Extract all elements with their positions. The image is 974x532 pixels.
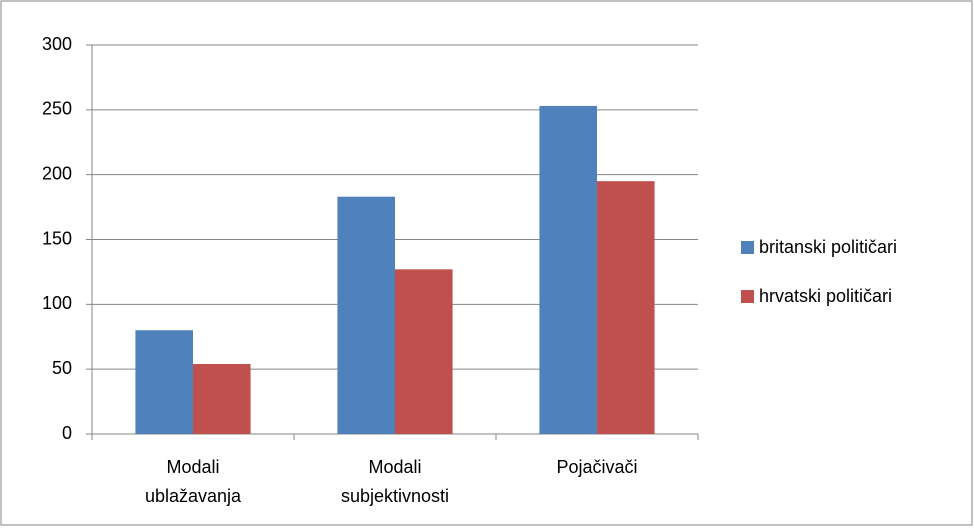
bar xyxy=(395,269,453,434)
y-tick-label: 150 xyxy=(42,228,72,248)
legend-swatch xyxy=(741,241,754,254)
bar xyxy=(337,196,395,434)
x-tick-label: Modali subjektivnosti xyxy=(341,457,449,506)
y-tick-label: 250 xyxy=(42,99,72,119)
bar xyxy=(539,105,597,435)
legend-swatch xyxy=(741,290,754,303)
bar xyxy=(135,330,193,434)
y-tick-label: 50 xyxy=(52,358,72,378)
bar xyxy=(597,181,655,434)
x-tick-label: Pojačivači xyxy=(556,457,637,477)
x-tick-label: Modali ublažavanja xyxy=(145,457,242,506)
legend-label: hrvatski političari xyxy=(759,286,892,306)
legend-label: britanski političari xyxy=(759,237,897,257)
y-tick-label: 0 xyxy=(62,423,72,443)
y-tick-label: 300 xyxy=(42,34,72,54)
y-tick-label: 100 xyxy=(42,293,72,313)
y-tick-label: 200 xyxy=(42,163,72,183)
bar xyxy=(193,363,251,434)
